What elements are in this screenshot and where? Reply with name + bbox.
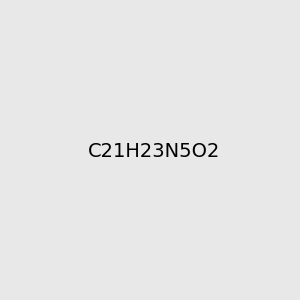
Text: C21H23N5O2: C21H23N5O2 (88, 142, 220, 161)
